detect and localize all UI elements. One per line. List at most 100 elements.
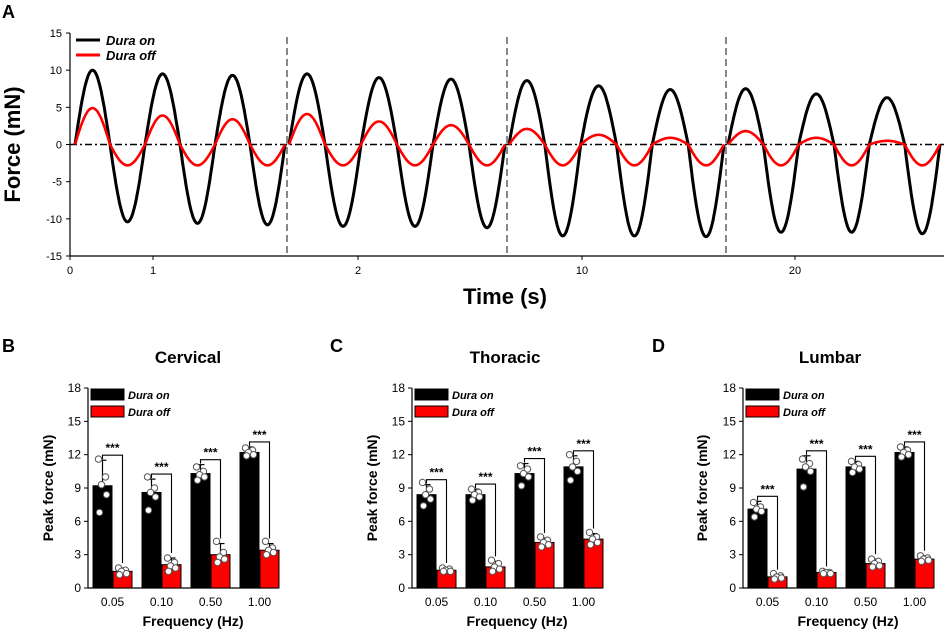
data-point	[568, 463, 577, 471]
x-tick-label: 20	[789, 265, 801, 277]
data-point	[749, 498, 758, 507]
y-tick-label: -10	[46, 214, 62, 226]
x-tick-label: 1.00	[903, 595, 927, 609]
x-tick-label: 0.10	[805, 595, 829, 609]
data-point	[573, 467, 582, 476]
y-tick-label: 15	[392, 414, 406, 428]
data-point	[519, 469, 528, 478]
data-point	[426, 495, 435, 503]
significance-bracket	[199, 459, 222, 539]
data-point	[585, 528, 594, 537]
data-point	[146, 488, 155, 497]
data-point	[242, 452, 251, 460]
x-axis-title: Frequency (Hz)	[466, 613, 567, 629]
data-point	[495, 565, 504, 573]
x-tick-label: 0.05	[425, 595, 449, 609]
x-axis-title: Time (s)	[463, 284, 547, 309]
data-point	[220, 555, 229, 563]
x-tick-label: 0.10	[150, 595, 174, 609]
y-tick-label: 18	[68, 381, 82, 395]
significance-label: ***	[858, 442, 872, 456]
legend-swatch	[90, 388, 125, 401]
x-tick-label: 0.50	[523, 595, 547, 609]
data-point	[566, 476, 575, 484]
data-point	[848, 468, 857, 477]
y-tick-label: -15	[46, 251, 62, 263]
bar-dura-off	[534, 541, 555, 589]
y-tick-label: 15	[50, 28, 62, 40]
legend-label: Dura off	[106, 48, 157, 63]
data-point	[102, 490, 111, 499]
data-point	[101, 473, 110, 481]
bar-dura-on	[92, 485, 113, 589]
data-point	[819, 569, 828, 578]
y-tick-label: 6	[398, 514, 405, 528]
data-point	[262, 550, 271, 559]
significance-bracket	[756, 495, 779, 570]
data-point	[536, 533, 545, 541]
data-point	[115, 570, 124, 579]
data-point	[777, 574, 786, 582]
data-point	[439, 567, 448, 576]
significance-bracket	[854, 455, 877, 555]
legend-label: Dura off	[128, 407, 171, 419]
legend-swatch	[414, 388, 449, 401]
data-point	[799, 483, 808, 491]
data-point	[516, 462, 525, 470]
significance-label: ***	[527, 445, 541, 459]
data-point	[171, 564, 180, 572]
y-tick-label: 10	[50, 65, 62, 77]
bar-dura-on	[465, 494, 486, 589]
x-tick-label: 2	[355, 265, 361, 277]
data-point	[798, 455, 807, 463]
data-point	[875, 562, 884, 570]
data-point	[249, 450, 258, 459]
y-tick-label: 3	[74, 548, 81, 562]
bar-dura-on	[514, 473, 535, 589]
significance-label: ***	[809, 437, 823, 451]
data-point	[122, 569, 131, 578]
y-tick-label: 18	[392, 381, 406, 395]
bar-dura-on	[845, 466, 866, 589]
data-point	[565, 450, 574, 459]
significance-label: ***	[576, 437, 590, 451]
data-point	[826, 569, 835, 578]
data-point	[757, 507, 766, 516]
x-axis-title: Frequency (Hz)	[142, 613, 243, 629]
legend-swatch	[745, 388, 780, 401]
data-point	[572, 457, 581, 466]
significance-bracket	[572, 450, 595, 529]
x-tick-label: 0	[67, 265, 73, 277]
legend-label: Dura off	[452, 407, 495, 419]
data-point	[847, 457, 856, 466]
data-point	[806, 467, 815, 476]
x-tick-label: 0.50	[199, 595, 223, 609]
bar-dura-on	[416, 494, 437, 589]
legend-label: Dura on	[106, 33, 155, 48]
y-axis-title: Force (mN)	[0, 86, 25, 202]
data-point	[544, 540, 553, 549]
y-axis-title: Peak force (mN)	[40, 435, 56, 542]
data-point	[524, 473, 533, 481]
data-point	[917, 557, 926, 566]
data-point	[586, 540, 595, 549]
significance-label: ***	[760, 482, 774, 496]
y-tick-label: 3	[398, 548, 405, 562]
significance-bracket	[474, 483, 497, 557]
panel-d: D Lumbar 0 3 6 9 12 15 18 Peak force (mN) Frequenc…	[652, 336, 935, 629]
y-tick-label: 15	[723, 414, 737, 428]
data-point	[750, 513, 759, 521]
panel-title: Thoracic	[470, 348, 541, 367]
panel-c: C Thoracic 0 3 6 9 12 15 18 Peak force (mN) Freque…	[330, 336, 604, 629]
significance-bracket	[150, 473, 173, 553]
trace-dura-on	[73, 68, 287, 227]
data-point	[523, 465, 532, 473]
data-point	[446, 567, 455, 576]
bar-dura-on	[747, 508, 768, 589]
panel-b: B Cervical 0 3 6 9 12 15 18 Peak force (mN) Freque…	[2, 336, 280, 629]
data-point	[801, 463, 810, 471]
data-point	[855, 465, 864, 473]
panel-title: Cervical	[155, 348, 221, 367]
data-point	[475, 493, 484, 501]
